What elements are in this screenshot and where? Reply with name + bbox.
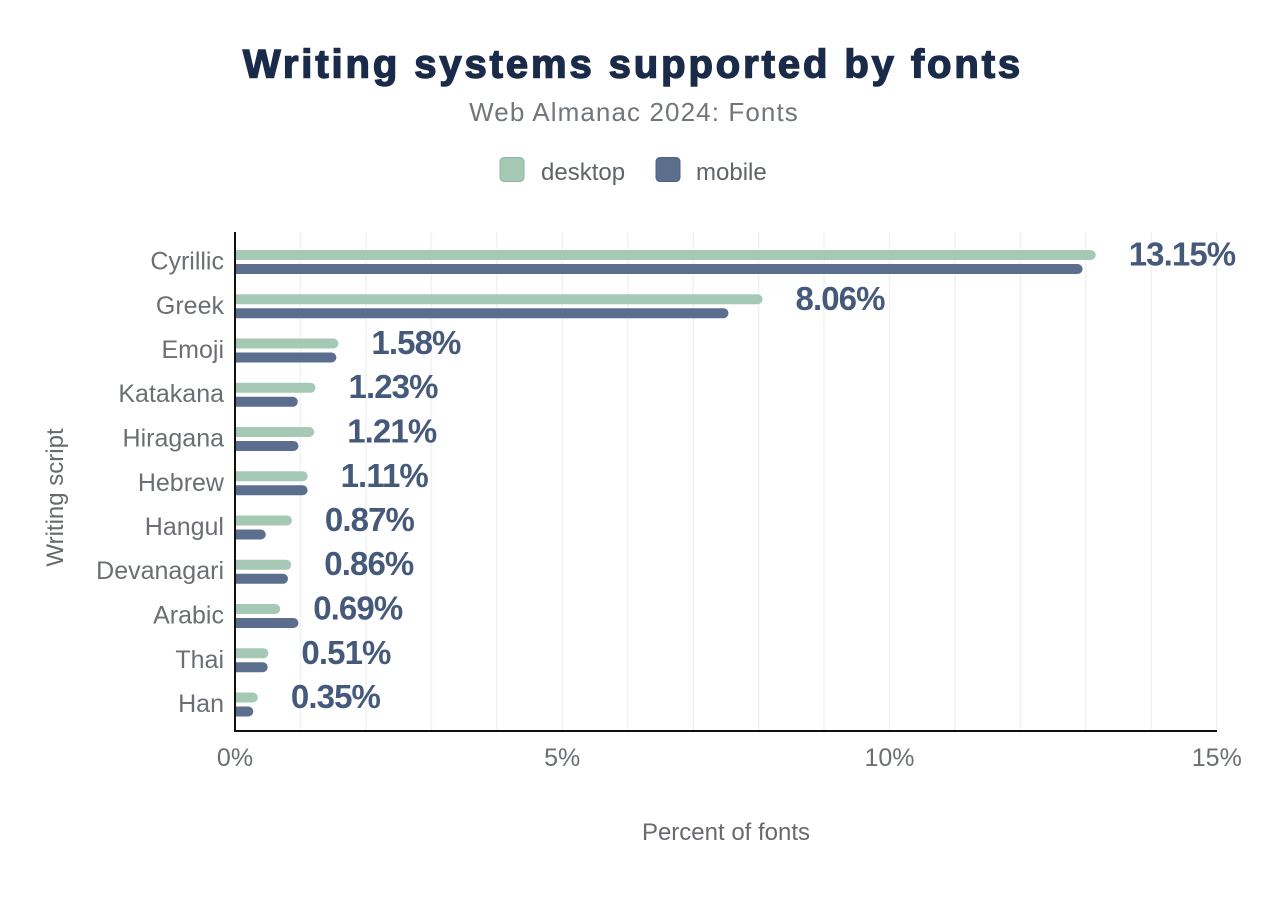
svg-text:Devanagari: Devanagari bbox=[96, 557, 224, 585]
svg-text:8.06%: 8.06% bbox=[796, 280, 886, 317]
svg-text:0%: 0% bbox=[217, 744, 253, 772]
svg-text:Web Almanac 2024: Fonts: Web Almanac 2024: Fonts bbox=[469, 97, 799, 127]
svg-text:5%: 5% bbox=[544, 744, 580, 772]
svg-text:Thai: Thai bbox=[175, 646, 224, 674]
svg-text:Writing script: Writing script bbox=[42, 428, 69, 567]
svg-text:desktop: desktop bbox=[541, 159, 625, 186]
svg-text:Hiragana: Hiragana bbox=[123, 425, 225, 453]
svg-text:Writing systems supported by f: Writing systems supported by fonts bbox=[243, 43, 1023, 87]
svg-text:Greek: Greek bbox=[156, 292, 225, 320]
svg-text:Katakana: Katakana bbox=[118, 380, 224, 408]
svg-text:Percent of fonts: Percent of fonts bbox=[642, 819, 810, 846]
svg-text:15%: 15% bbox=[1192, 744, 1242, 772]
svg-text:Hangul: Hangul bbox=[145, 513, 224, 541]
svg-text:0.51%: 0.51% bbox=[301, 634, 391, 671]
svg-text:0.35%: 0.35% bbox=[291, 678, 381, 715]
svg-text:1.23%: 1.23% bbox=[349, 368, 439, 405]
svg-text:10%: 10% bbox=[864, 744, 914, 772]
svg-text:Cyrillic: Cyrillic bbox=[150, 248, 224, 276]
svg-text:1.58%: 1.58% bbox=[371, 324, 461, 361]
svg-text:Arabic: Arabic bbox=[153, 602, 224, 630]
svg-text:mobile: mobile bbox=[696, 159, 767, 186]
svg-text:Emoji: Emoji bbox=[161, 336, 224, 364]
svg-text:0.69%: 0.69% bbox=[313, 590, 403, 627]
svg-text:0.86%: 0.86% bbox=[324, 545, 414, 582]
svg-text:0.87%: 0.87% bbox=[325, 501, 415, 538]
svg-text:Hebrew: Hebrew bbox=[138, 469, 225, 497]
svg-text:Han: Han bbox=[178, 690, 224, 718]
svg-text:1.11%: 1.11% bbox=[341, 457, 429, 494]
svg-text:1.21%: 1.21% bbox=[347, 413, 437, 450]
svg-text:13.15%: 13.15% bbox=[1129, 236, 1236, 273]
